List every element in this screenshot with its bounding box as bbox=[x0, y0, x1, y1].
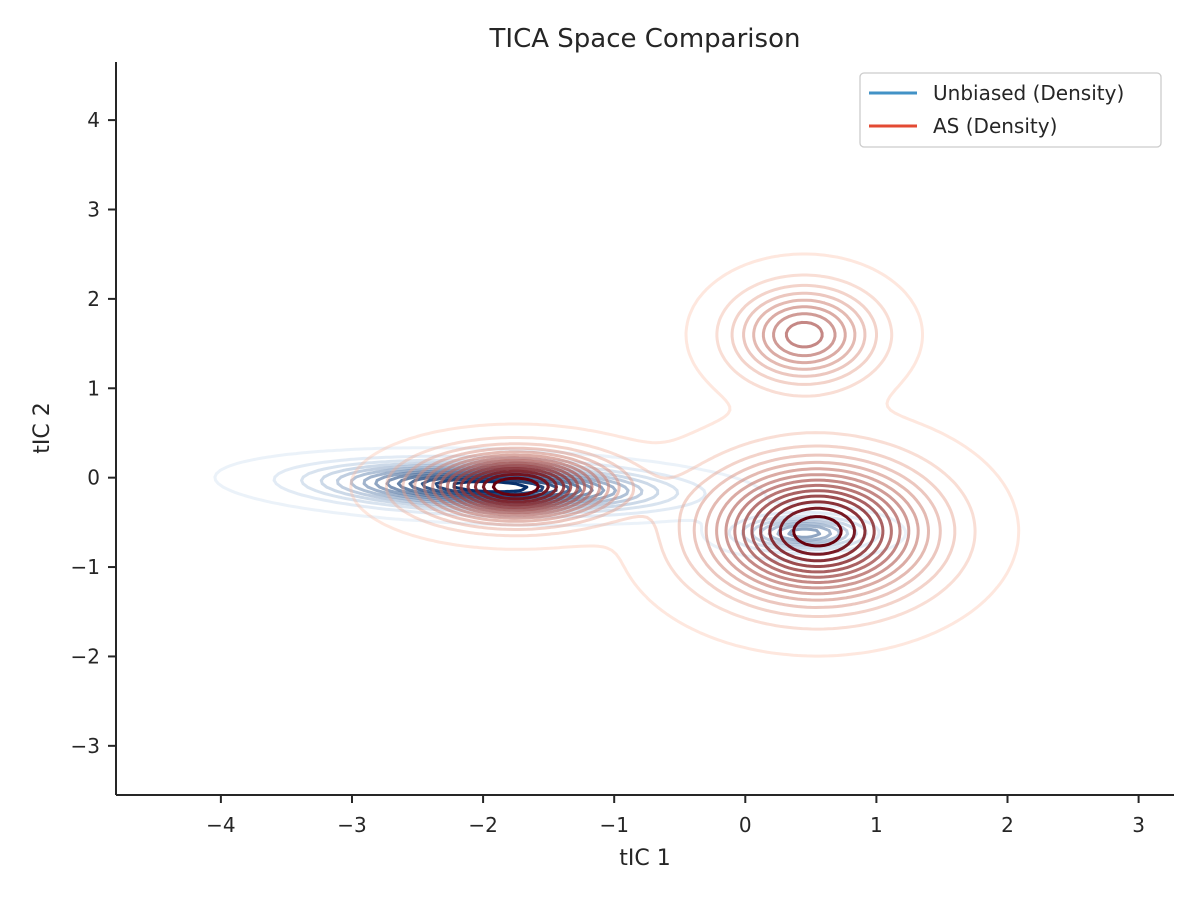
y-tick-label: 1 bbox=[87, 376, 100, 400]
as-density-contour-level-10 bbox=[466, 467, 876, 568]
x-tick-label: −1 bbox=[599, 813, 628, 837]
x-axis-label: tIC 1 bbox=[619, 846, 670, 871]
as-density-contour-level-8 bbox=[452, 461, 893, 579]
x-tick-label: −2 bbox=[468, 813, 497, 837]
as-density-contour-level-9 bbox=[459, 464, 885, 574]
x-tick-label: 1 bbox=[870, 813, 883, 837]
x-tick-label: 2 bbox=[1001, 813, 1014, 837]
y-axis-ticks: −3 −2 −1 0 1 2 3 4 bbox=[71, 108, 116, 758]
x-tick-label: −3 bbox=[337, 813, 366, 837]
unbiased-density-contour-level-13 bbox=[452, 480, 529, 494]
y-tick-label: −3 bbox=[71, 734, 100, 758]
as-density-contour-level-13 bbox=[491, 476, 843, 548]
y-tick-label: 2 bbox=[87, 287, 100, 311]
legend-label-as: AS (Density) bbox=[933, 114, 1057, 138]
y-axis-label: tIC 2 bbox=[30, 402, 55, 453]
as-density-contour-level-5 bbox=[431, 305, 920, 596]
y-tick-label: 4 bbox=[87, 108, 100, 132]
y-tick-label: −2 bbox=[71, 644, 100, 668]
y-tick-label: −1 bbox=[71, 555, 100, 579]
as-density-contour-level-3 bbox=[413, 291, 942, 609]
as-density-contour-level-0 bbox=[349, 252, 1021, 658]
y-tick-label: 3 bbox=[87, 197, 100, 221]
as-density-contour-level-7 bbox=[445, 320, 902, 584]
as-density-contour-level-11 bbox=[473, 469, 867, 563]
as-density-contour-level-1 bbox=[384, 273, 977, 631]
as-density-contours bbox=[349, 252, 1021, 658]
x-tick-label: 0 bbox=[739, 813, 752, 837]
as-density-contour-level-12 bbox=[481, 472, 856, 556]
as-density-contour-level-6 bbox=[438, 312, 911, 590]
x-axis-ticks: −4 −3 −2 −1 0 1 2 3 bbox=[206, 795, 1145, 837]
legend-frame bbox=[859, 72, 1162, 148]
chart-title: TICA Space Comparison bbox=[489, 24, 801, 54]
legend: Unbiased (Density) AS (Density) bbox=[859, 72, 1162, 148]
legend-label-unbiased: Unbiased (Density) bbox=[933, 81, 1124, 105]
x-tick-label: 3 bbox=[1132, 813, 1145, 837]
as-density-contour-level-2 bbox=[401, 283, 957, 618]
x-tick-label: −4 bbox=[206, 813, 235, 837]
as-density-contour-level-4 bbox=[422, 298, 930, 602]
y-tick-label: 0 bbox=[87, 466, 100, 490]
